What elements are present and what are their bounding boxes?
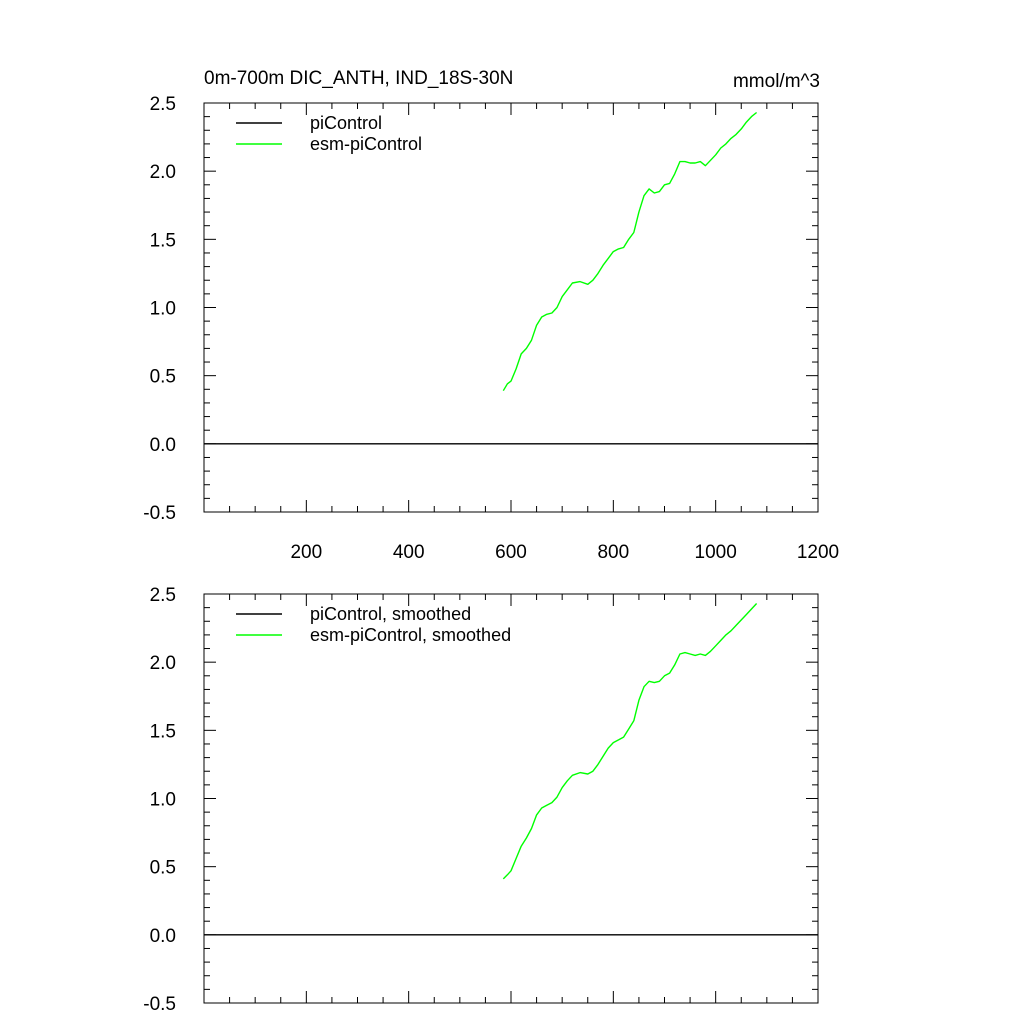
legend-label: piControl [310, 113, 382, 133]
y-tick-label: -0.5 [143, 994, 176, 1015]
y-tick-label: 2.0 [150, 162, 176, 183]
x-tick-label: 600 [495, 542, 527, 563]
x-tick-label: 800 [597, 542, 629, 563]
y-tick-label: 1.0 [150, 299, 176, 320]
y-tick-label: 0.5 [150, 858, 176, 879]
y-tick-label: 1.0 [150, 790, 176, 811]
legend-label: piControl, smoothed [310, 604, 471, 624]
y-tick-label: 1.5 [150, 230, 176, 251]
y-tick-label: 0.5 [150, 367, 176, 388]
figure-title: 0m-700m DIC_ANTH, IND_18S-30N [204, 68, 513, 89]
top-panel: -0.5 0.0 0.5 1.0 1.5 2.0 2.5 200 400 600 800 1000 12… [143, 94, 839, 563]
legend-label: esm-piControl, smoothed [310, 625, 511, 645]
y-tick-label: 2.0 [150, 653, 176, 674]
x-tick-label: 200 [290, 542, 322, 563]
x-tick-label: 1000 [695, 542, 737, 563]
series-line-1 [502, 111, 758, 392]
y-tick-label: 2.5 [150, 585, 176, 606]
y-tick-label: 0.0 [150, 435, 176, 456]
series-line-1 [502, 603, 758, 880]
units-label: mmol/m^3 [733, 71, 820, 92]
bottom-panel: -0.5 0.0 0.5 1.0 1.5 2.0 2.5 piControl, smoothe… [143, 585, 819, 1015]
legend-label: esm-piControl [310, 134, 422, 154]
y-tick-label: 0.0 [150, 926, 176, 947]
x-tick-label: 400 [393, 542, 425, 563]
x-tick-label: 1200 [797, 542, 839, 563]
y-tick-label: 2.5 [150, 94, 176, 115]
y-tick-label: 1.5 [150, 721, 176, 742]
y-tick-label: -0.5 [143, 503, 176, 524]
